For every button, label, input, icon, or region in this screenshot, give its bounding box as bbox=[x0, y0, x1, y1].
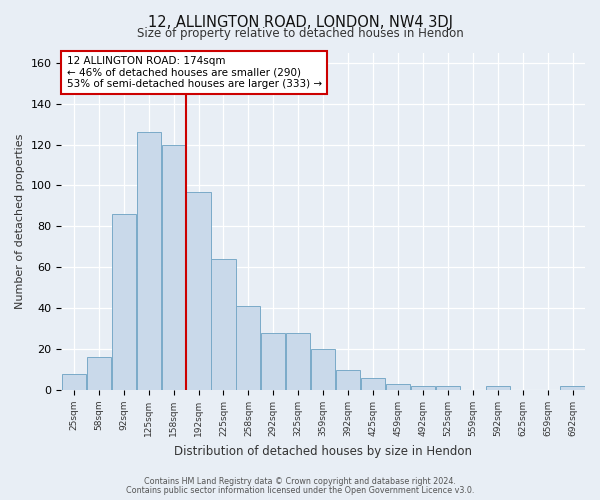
Text: Contains public sector information licensed under the Open Government Licence v3: Contains public sector information licen… bbox=[126, 486, 474, 495]
Bar bbox=[560, 386, 584, 390]
Text: 12 ALLINGTON ROAD: 174sqm
← 46% of detached houses are smaller (290)
53% of semi: 12 ALLINGTON ROAD: 174sqm ← 46% of detac… bbox=[67, 56, 322, 89]
Bar bbox=[112, 214, 136, 390]
Bar bbox=[386, 384, 410, 390]
Text: Size of property relative to detached houses in Hendon: Size of property relative to detached ho… bbox=[137, 28, 463, 40]
Y-axis label: Number of detached properties: Number of detached properties bbox=[15, 134, 25, 309]
Bar bbox=[187, 192, 211, 390]
Bar bbox=[436, 386, 460, 390]
Text: 12, ALLINGTON ROAD, LONDON, NW4 3DJ: 12, ALLINGTON ROAD, LONDON, NW4 3DJ bbox=[148, 15, 452, 30]
Bar bbox=[261, 333, 286, 390]
Bar bbox=[336, 370, 360, 390]
Bar bbox=[62, 374, 86, 390]
X-axis label: Distribution of detached houses by size in Hendon: Distribution of detached houses by size … bbox=[174, 444, 472, 458]
Bar bbox=[87, 358, 111, 390]
Text: Contains HM Land Registry data © Crown copyright and database right 2024.: Contains HM Land Registry data © Crown c… bbox=[144, 477, 456, 486]
Bar bbox=[137, 132, 161, 390]
Bar bbox=[485, 386, 510, 390]
Bar bbox=[161, 144, 185, 390]
Bar bbox=[236, 306, 260, 390]
Bar bbox=[211, 259, 236, 390]
Bar bbox=[286, 333, 310, 390]
Bar bbox=[361, 378, 385, 390]
Bar bbox=[411, 386, 435, 390]
Bar bbox=[311, 349, 335, 390]
